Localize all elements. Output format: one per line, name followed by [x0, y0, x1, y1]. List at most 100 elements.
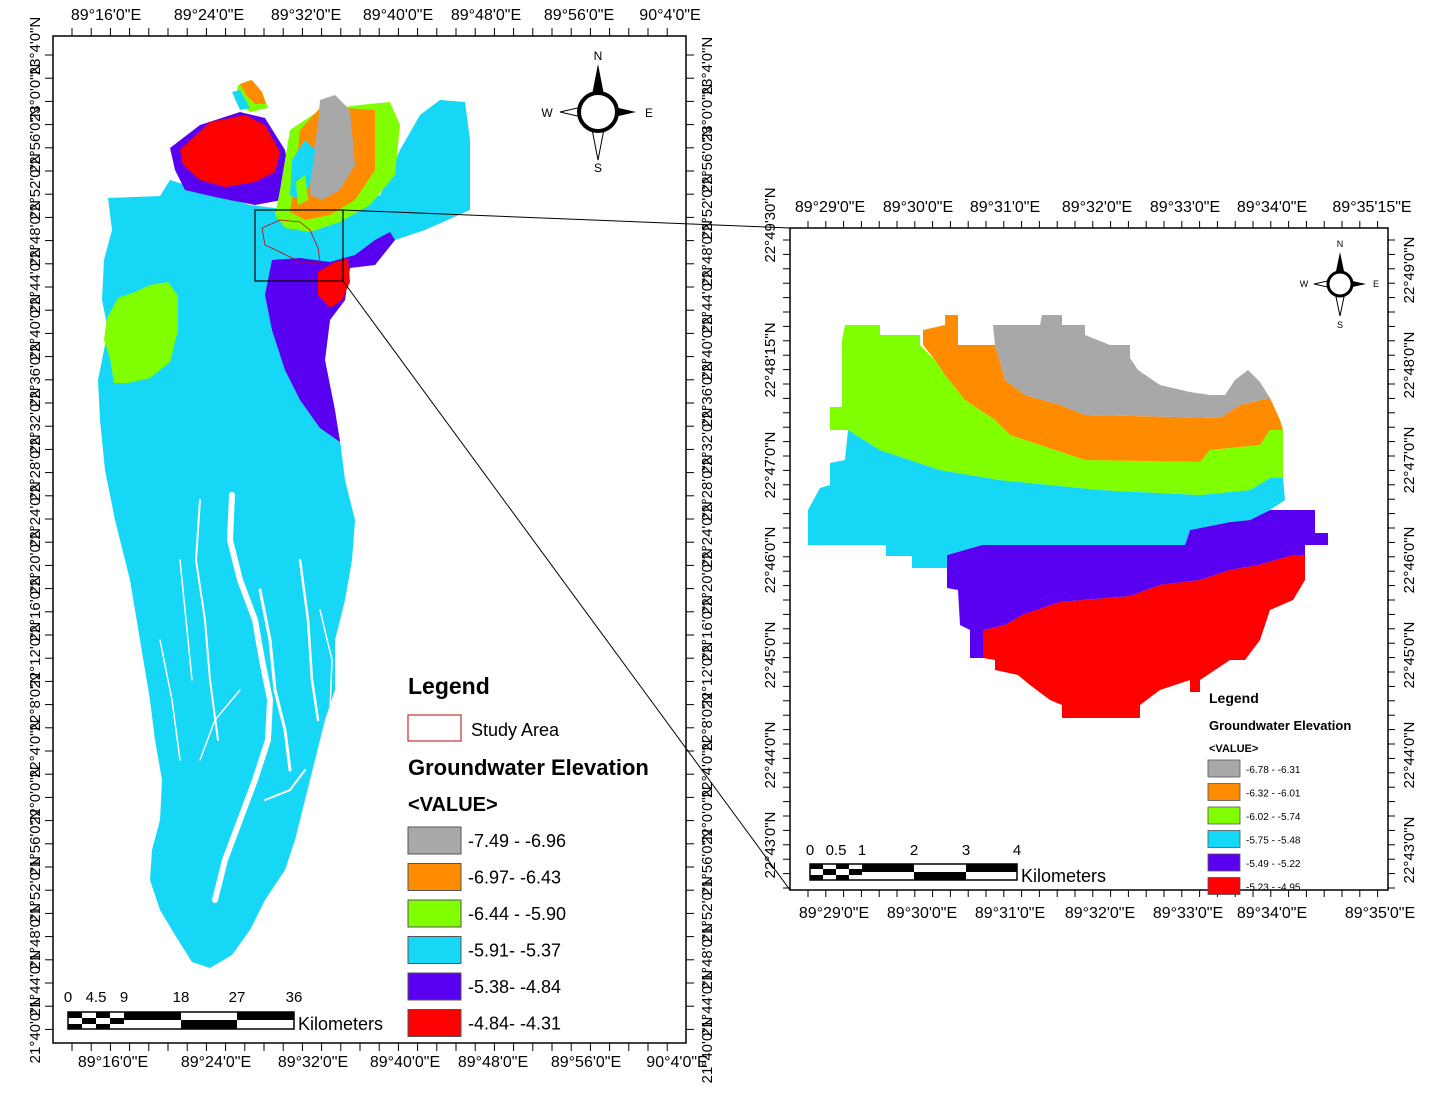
inset-map-left-lat-labels: 22°49'30"N 22°48'15"N 22°47'0"N 22°46'0"N 22… — [762, 187, 779, 878]
main-legend-swatch — [407, 972, 462, 1001]
inset-legend-class-label: -6.78 - -6.31 — [1246, 765, 1301, 776]
main-scale-tick-label: 18 — [173, 989, 190, 1006]
main-top-lon-label: 89°16'0"E — [71, 7, 141, 24]
main-scale-tick-label: 4.5 — [86, 989, 107, 1006]
inset-scale-tick-label: 3 — [962, 842, 970, 859]
main-top-lon-label: 89°32'0"E — [271, 7, 341, 24]
main-left-lat-label: 23°0'0"N — [27, 64, 44, 122]
main-north-label: N — [594, 49, 603, 63]
inset-left-lat-label: 22°46'0"N — [762, 527, 779, 594]
main-map-red-study-patch — [318, 258, 350, 308]
inset-legend-title: Legend — [1209, 690, 1259, 706]
inset-right-lat-label: 22°49'0"N — [1401, 237, 1418, 304]
main-map-band-grey-north — [310, 95, 355, 200]
main-scale-tick-label: 0 — [64, 989, 72, 1006]
main-map-north-arrow: N S E W — [541, 49, 653, 175]
inset-top-lon-label: 89°34'0"E — [1237, 199, 1307, 216]
inset-scale-tick-label: 2 — [910, 842, 918, 859]
main-right-lat-label: 21°56'0"N — [699, 829, 716, 896]
main-left-lat-label: 21°48'0"N — [27, 903, 44, 970]
inset-north-label: N — [1337, 239, 1344, 249]
main-top-lon-label: 89°24'0"E — [174, 7, 244, 24]
main-left-lat-label: 22°36'0"N — [27, 341, 44, 408]
main-map-right-lat-labels: 23°4'0"N23°0'0"N22°56'0"N22°52'0"N22°48'… — [699, 37, 716, 1084]
main-left-lat-label: 23°4'0"N — [27, 17, 44, 75]
inset-map-top-lon-labels: 89°29'0"E 89°30'0"E 89°31'0"E 89°32'0"E 89°3… — [795, 199, 1412, 216]
main-map-left-lat-labels: 23°4'0"N23°0'0"N22°56'0"N22°52'0"N22°48'… — [27, 17, 44, 1064]
inset-bottom-lon-label: 89°32'0"E — [1065, 905, 1135, 922]
main-right-lat-label: 22°32'0"N — [699, 407, 716, 474]
main-right-lat-label: 22°36'0"N — [699, 361, 716, 428]
main-legend-study-area-swatch — [407, 714, 462, 742]
inset-legend-class-label: -5.75 - -5.48 — [1246, 836, 1301, 847]
main-left-lat-label: 21°52'0"N — [27, 856, 44, 923]
main-scale-unit: Kilometers — [298, 1014, 383, 1034]
main-legend-classes: -7.49 - -6.96 -6.97- -6.43 -6.44 - -5.90 -5… — [407, 826, 566, 1037]
inset-zone-green — [830, 325, 1283, 495]
main-right-lat-label: 22°48'0"N — [699, 220, 716, 287]
main-left-lat-label: 22°0'0"N — [27, 767, 44, 825]
inset-zone-red — [983, 555, 1305, 718]
main-left-lat-label: 22°4'0"N — [27, 720, 44, 778]
main-legend-class-label: -6.44 - -5.90 — [468, 904, 566, 924]
main-east-label: E — [645, 106, 653, 120]
main-right-lat-label: 22°56'0"N — [699, 126, 716, 193]
main-left-lat-label: 22°40'0"N — [27, 294, 44, 361]
inset-bottom-lon-label: 89°31'0"E — [975, 905, 1045, 922]
main-legend-swatch — [407, 1009, 462, 1037]
main-legend-class-label: -6.97- -6.43 — [468, 868, 561, 888]
main-right-lat-label: 23°4'0"N — [699, 37, 716, 95]
main-left-lat-label: 22°20'0"N — [27, 528, 44, 595]
main-bottom-lon-label: 89°24'0"E — [181, 1054, 251, 1071]
main-left-lat-label: 22°8'0"N — [27, 673, 44, 731]
main-west-label: W — [541, 106, 553, 120]
inset-right-lat-label: 22°46'0"N — [1401, 527, 1418, 594]
inset-zone-orange — [923, 315, 1283, 462]
main-legend-class-label: -4.84- -4.31 — [468, 1014, 561, 1034]
inset-bottom-lon-label: 89°35'0"E — [1345, 905, 1415, 922]
inset-zone-cyan — [808, 430, 1285, 568]
main-map-rivers — [159, 492, 333, 903]
main-map-top-lon-labels: 89°16'0"E 89°24'0"E 89°32'0"E 89°40'0"E 89°4… — [71, 7, 701, 24]
main-right-lat-label: 22°12'0"N — [699, 642, 716, 709]
inset-top-lon-label: 89°29'0"E — [795, 199, 865, 216]
main-right-lat-label: 21°40'0"N — [699, 1017, 716, 1084]
inset-right-lat-label: 22°47'0"N — [1401, 427, 1418, 494]
inset-map-bottom-lon-labels: 89°29'0"E 89°30'0"E 89°31'0"E 89°32'0"E 89°3… — [799, 905, 1415, 922]
main-top-lon-label: 89°48'0"E — [451, 7, 521, 24]
inset-zone-grey — [993, 315, 1270, 418]
inset-right-lat-label: 22°45'0"N — [1401, 622, 1418, 689]
inset-left-lat-label: 22°43'0"N — [762, 812, 779, 879]
main-bottom-lon-label: 89°40'0"E — [370, 1054, 440, 1071]
main-right-lat-label: 22°24'0"N — [699, 501, 716, 568]
inset-scale-tick-label: 1 — [858, 842, 866, 859]
inset-scale-tick-label: 0.5 — [826, 842, 847, 859]
inset-zone-purple — [947, 510, 1328, 658]
main-legend-study-area-label: Study Area — [471, 720, 560, 740]
main-map-bottom-lon-labels: 89°16'0"E 89°24'0"E 89°32'0"E 89°40'0"E 89°4… — [78, 1054, 708, 1071]
inset-left-lat-label: 22°49'30"N — [762, 187, 779, 262]
inset-west-label: W — [1300, 279, 1309, 289]
main-bottom-lon-label: 89°56'0"E — [551, 1054, 621, 1071]
inset-map-legend: Legend Groundwater Elevation <VALUE> -6.… — [1207, 690, 1351, 895]
main-left-lat-label: 22°52'0"N — [27, 153, 44, 220]
main-map-band-top-wedge-orange — [240, 80, 266, 104]
main-left-lat-label: 22°56'0"N — [27, 106, 44, 173]
inset-legend-swatch — [1207, 830, 1241, 848]
main-scale-tick-label: 36 — [286, 989, 303, 1006]
inset-scale-tick-label: 0 — [806, 842, 814, 859]
inset-connector-bottom — [342, 280, 791, 891]
inset-scale-tick-label: 4 — [1013, 842, 1021, 859]
inset-south-label: S — [1337, 320, 1343, 330]
inset-top-lon-label: 89°32'0"E — [1062, 199, 1132, 216]
main-map-land-green-west — [104, 282, 178, 383]
main-right-lat-label: 21°48'0"N — [699, 923, 716, 990]
main-left-lat-label: 21°56'0"N — [27, 809, 44, 876]
main-right-lat-label: 22°16'0"N — [699, 595, 716, 662]
main-top-lon-label: 90°4'0"E — [639, 7, 700, 24]
inset-legend-swatch — [1207, 783, 1241, 801]
main-right-lat-label: 22°28'0"N — [699, 454, 716, 521]
inset-legend-class-label: -6.32 - -6.01 — [1246, 789, 1301, 800]
main-right-lat-label: 21°44'0"N — [699, 970, 716, 1037]
main-right-lat-label: 21°52'0"N — [699, 876, 716, 943]
